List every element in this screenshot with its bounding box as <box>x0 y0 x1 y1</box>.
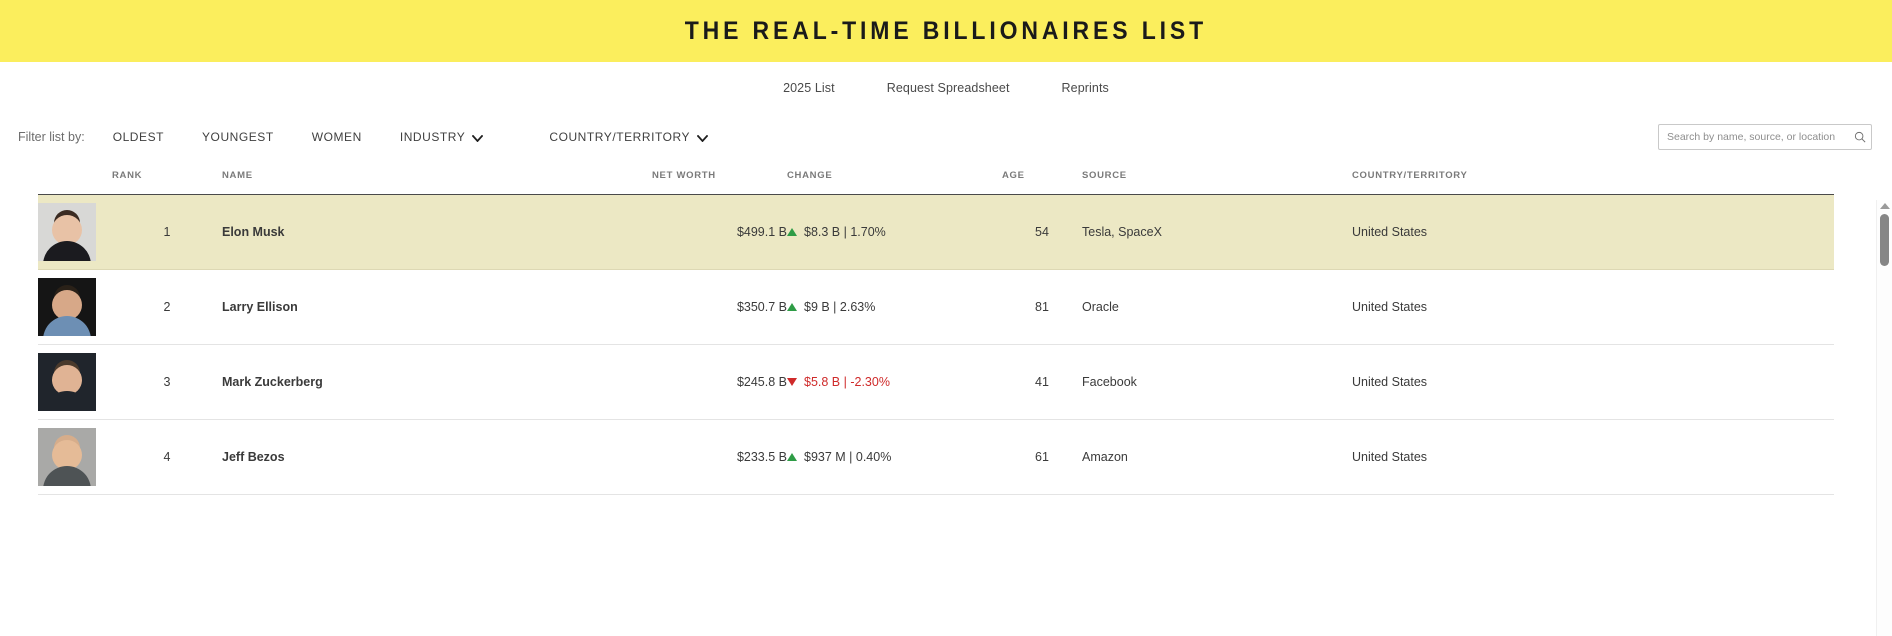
row-photo-cell <box>38 269 112 345</box>
row-age: 54 <box>1002 194 1082 270</box>
row-name[interactable]: Jeff Bezos <box>222 419 652 495</box>
row-name[interactable]: Larry Ellison <box>222 269 652 345</box>
filter-women-label: WOMEN <box>311 130 362 144</box>
column-header-change[interactable]: CHANGE <box>787 160 1002 195</box>
table-header: RANK NAME NET WORTH CHANGE AGE SOURCE CO… <box>38 160 1834 195</box>
row-change-cell: $9 B | 2.63% <box>787 269 1002 345</box>
row-name[interactable]: Mark Zuckerberg <box>222 344 652 420</box>
row-change: $937 M | 0.40% <box>787 450 891 464</box>
table-row[interactable]: 1 Elon Musk $499.1 B $8.3 B | 1.70% 54 Tesla,… <box>38 194 1834 270</box>
row-age: 41 <box>1002 344 1082 420</box>
row-change-value: $937 M | 0.40% <box>804 450 892 464</box>
column-header-age[interactable]: AGE <box>1002 160 1082 195</box>
chevron-down-icon <box>472 134 484 142</box>
page-banner: THE REAL-TIME BILLIONAIRES LIST <box>0 0 1892 62</box>
filter-list-by-label: Filter list by: <box>18 130 85 144</box>
row-rank: 1 <box>112 194 222 270</box>
chevron-down-icon <box>697 134 709 142</box>
avatar-face <box>52 290 82 320</box>
row-age: 61 <box>1002 419 1082 495</box>
arrow-up-icon <box>787 303 797 311</box>
filter-oldest[interactable]: OLDEST <box>113 130 164 144</box>
nav-link-request-spreadsheet[interactable]: Request Spreadsheet <box>886 81 1010 95</box>
filter-country-territory[interactable]: COUNTRY/TERRITORY <box>549 130 709 144</box>
page-title: THE REAL-TIME BILLIONAIRES LIST <box>684 16 1208 45</box>
scroll-up-arrow-icon[interactable] <box>1879 203 1890 209</box>
table-row[interactable]: 3 Mark Zuckerberg $245.8 B $5.8 B | -2.30% 4… <box>38 344 1834 420</box>
nav-link-2025-list[interactable]: 2025 List <box>783 81 835 95</box>
avatar-body <box>43 316 91 336</box>
row-change-value: $8.3 B | 1.70% <box>804 225 886 239</box>
row-rank: 2 <box>112 269 222 345</box>
row-net-worth: $350.7 B <box>652 269 787 345</box>
row-rank: 4 <box>112 419 222 495</box>
column-header-country[interactable]: COUNTRY/TERRITORY <box>1352 160 1834 195</box>
avatar-body <box>43 466 91 486</box>
row-change: $5.8 B | -2.30% <box>787 375 890 389</box>
row-age: 81 <box>1002 269 1082 345</box>
row-country: United States <box>1352 419 1834 495</box>
row-country: United States <box>1352 269 1834 345</box>
billionaires-table: RANK NAME NET WORTH CHANGE AGE SOURCE CO… <box>38 160 1834 495</box>
filter-bar: Filter list by: OLDEST YOUNGEST WOMEN IN… <box>0 114 1892 160</box>
row-change-cell: $8.3 B | 1.70% <box>787 194 1002 270</box>
filter-industry[interactable]: INDUSTRY <box>400 130 484 144</box>
avatar <box>38 278 96 336</box>
row-country: United States <box>1352 194 1834 270</box>
row-change-value: $9 B | 2.63% <box>804 300 876 314</box>
row-name[interactable]: Elon Musk <box>222 194 652 270</box>
column-header-photo <box>38 160 112 195</box>
vertical-scrollbar[interactable] <box>1876 200 1892 636</box>
column-header-name[interactable]: NAME <box>222 160 652 195</box>
filter-youngest[interactable]: YOUNGEST <box>202 130 274 144</box>
row-photo-cell <box>38 344 112 420</box>
avatar-face <box>52 440 82 470</box>
filter-youngest-label: YOUNGEST <box>202 130 274 144</box>
search-box[interactable] <box>1658 124 1872 150</box>
row-source: Amazon <box>1082 419 1352 495</box>
table-row[interactable]: 2 Larry Ellison $350.7 B $9 B | 2.63% 81 Orac… <box>38 269 1834 345</box>
row-change: $8.3 B | 1.70% <box>787 225 886 239</box>
scrollbar-thumb[interactable] <box>1880 214 1889 266</box>
filter-country-territory-label: COUNTRY/TERRITORY <box>549 130 691 144</box>
avatar <box>38 353 96 411</box>
avatar <box>38 203 96 261</box>
row-photo-cell <box>38 419 112 495</box>
table-header-row: RANK NAME NET WORTH CHANGE AGE SOURCE CO… <box>38 160 1834 195</box>
arrow-up-icon <box>787 228 797 236</box>
search-input[interactable] <box>1659 131 1849 143</box>
column-header-net-worth[interactable]: NET WORTH <box>652 160 787 195</box>
row-source: Oracle <box>1082 269 1352 345</box>
nav-link-reprints[interactable]: Reprints <box>1061 81 1109 95</box>
row-change: $9 B | 2.63% <box>787 300 875 314</box>
row-net-worth: $233.5 B <box>652 419 787 495</box>
avatar-face <box>52 365 82 395</box>
filter-oldest-label: OLDEST <box>112 130 164 144</box>
row-change-value: $5.8 B | -2.30% <box>804 375 890 389</box>
row-source: Facebook <box>1082 344 1352 420</box>
avatar-body <box>43 241 91 261</box>
top-navigation: 2025 List Request Spreadsheet Reprints <box>0 62 1892 114</box>
avatar-face <box>52 215 82 245</box>
row-net-worth: $499.1 B <box>652 194 787 270</box>
arrow-down-icon <box>787 378 797 386</box>
search-icon[interactable] <box>1849 131 1871 143</box>
row-country: United States <box>1352 344 1834 420</box>
avatar-body <box>43 391 91 411</box>
row-source: Tesla, SpaceX <box>1082 194 1352 270</box>
row-photo-cell <box>38 194 112 270</box>
row-change-cell: $5.8 B | -2.30% <box>787 344 1002 420</box>
column-header-source[interactable]: SOURCE <box>1082 160 1352 195</box>
row-rank: 3 <box>112 344 222 420</box>
billionaires-table-container: RANK NAME NET WORTH CHANGE AGE SOURCE CO… <box>0 160 1892 495</box>
filter-industry-label: INDUSTRY <box>399 130 466 144</box>
table-row[interactable]: 4 Jeff Bezos $233.5 B $937 M | 0.40% 61 Amazo… <box>38 419 1834 495</box>
table-body: 1 Elon Musk $499.1 B $8.3 B | 1.70% 54 Tesla,… <box>38 194 1834 495</box>
row-net-worth: $245.8 B <box>652 344 787 420</box>
filter-women[interactable]: WOMEN <box>312 130 362 144</box>
arrow-up-icon <box>787 453 797 461</box>
row-change-cell: $937 M | 0.40% <box>787 419 1002 495</box>
avatar <box>38 428 96 486</box>
column-header-rank[interactable]: RANK <box>112 160 222 195</box>
